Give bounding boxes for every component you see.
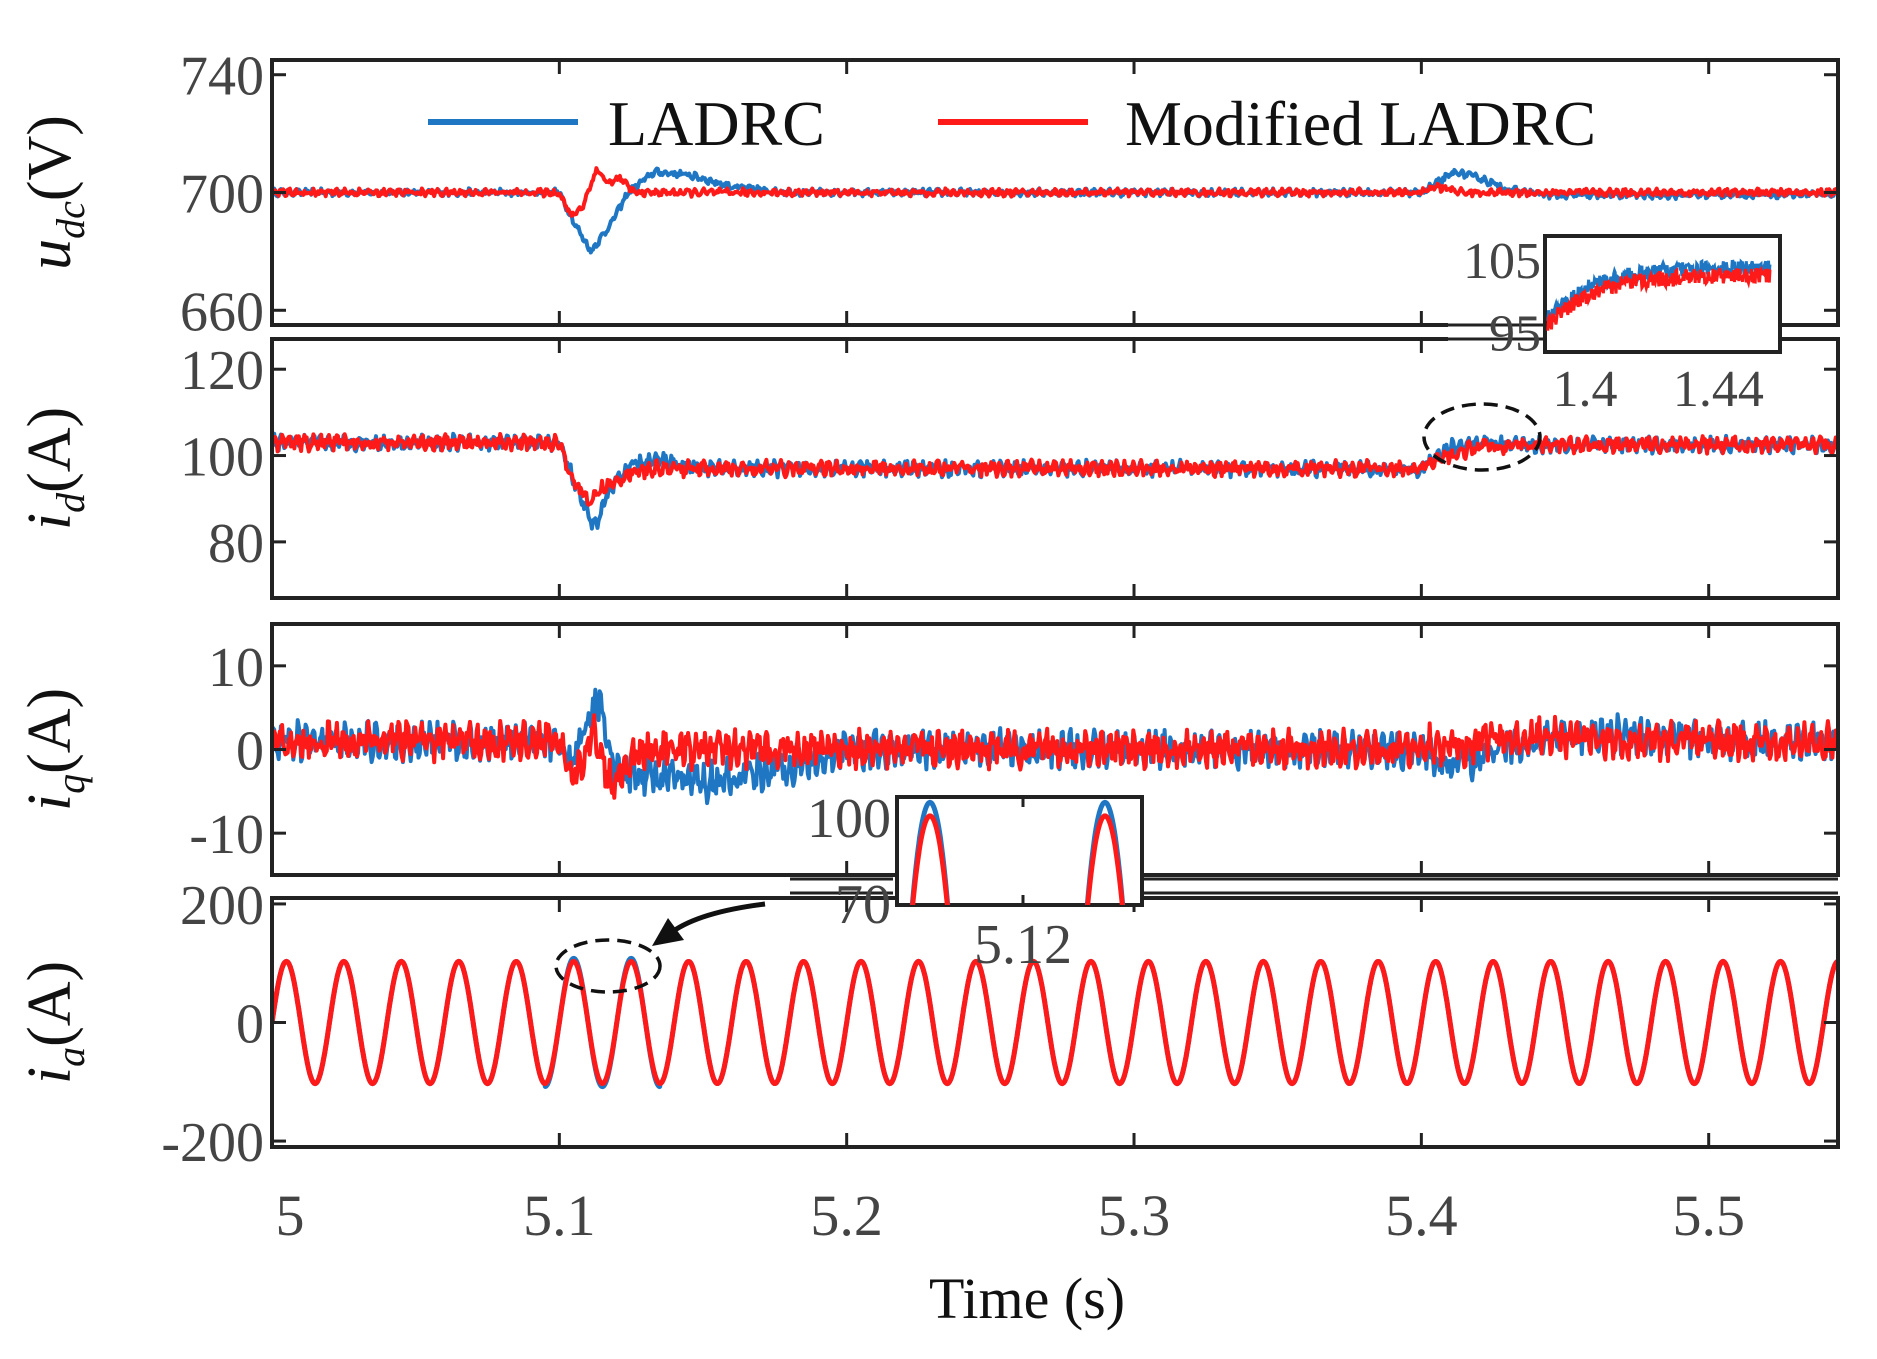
x-tick-label: 5.2 [810, 1183, 883, 1248]
axis-break-gap [1448, 323, 1545, 341]
y-axis-label-symbol: i [16, 513, 84, 530]
series-group-udc [272, 166, 1838, 255]
series-group-id [272, 431, 1838, 531]
x-axis-label: Time (s) [929, 1266, 1125, 1331]
y-axis-label-udc: udc(V) [16, 115, 93, 270]
legend-label-ladrc: LADRC [608, 88, 825, 159]
y-axis-label-symbol: u [16, 239, 84, 270]
x-tick-label: 5.4 [1385, 1183, 1458, 1248]
y-axis-label-unit: (V) [16, 115, 84, 201]
x-tick-label: 5 [276, 1183, 305, 1248]
zoom-highlight-ellipse-ia [554, 938, 662, 994]
inset-peak-modified-ladrc [1085, 813, 1125, 905]
series-line-udc-modified-ladrc [272, 166, 1838, 218]
y-tick-label-udc: 700 [180, 164, 264, 226]
y-tick-label-ia: -200 [161, 1112, 264, 1174]
inset-x-tick-label: 1.4 [1553, 361, 1618, 418]
y-axis-label-id: id(A) [16, 407, 93, 530]
y-axis-label-subscript: d [48, 492, 93, 513]
inset-y-tick-label: 95 [1489, 305, 1541, 362]
y-tick-label-udc: 740 [180, 46, 264, 108]
zoom-arrow-shaft [670, 901, 766, 935]
inset-x-tick-label: 5.12 [974, 914, 1072, 976]
y-axis-label-unit: (A) [16, 688, 84, 774]
panels: 740700660udc(V)12010080id(A)100-10iq(A)2… [16, 46, 1840, 1248]
y-tick-label-iq: -10 [189, 804, 264, 866]
axis-break-gap [790, 877, 893, 895]
insets: 105 951.4 1.44 100 70 5.12 [554, 233, 1838, 994]
y-tick-label-ia: 200 [180, 875, 264, 937]
y-tick-label-id: 80 [208, 513, 264, 575]
axis-labels: Time (s) [929, 1266, 1125, 1331]
series-group-iq [272, 687, 1838, 806]
y-tick-label-iq: 0 [236, 721, 264, 783]
y-axis-label-iq: iq(A) [16, 688, 93, 811]
x-tick-label: 5.1 [523, 1183, 596, 1248]
series-line-ia-modified-ladrc [272, 958, 1838, 1087]
x-tick-label: 5.3 [1098, 1183, 1171, 1248]
panel-ia: 200 0 -200 ia(A) [16, 875, 1840, 1174]
y-tick-label-udc: 660 [180, 281, 264, 343]
series-group-ia [272, 955, 1838, 1090]
y-axis-label-symbol: i [16, 794, 84, 811]
y-tick-label-ia: 0 [236, 994, 264, 1056]
zoom-highlight-ellipse-id [1422, 402, 1542, 472]
x-tick-label: 5.5 [1672, 1183, 1745, 1248]
axes-frame-id [270, 337, 1840, 600]
inset-series-line-modified-ladrc [1546, 265, 1772, 331]
y-axis-label-unit: (A) [16, 407, 84, 493]
y-axis-label-subscript: a [48, 1047, 93, 1067]
legend-label-modified-ladrc: Modified LADRC [1125, 88, 1596, 159]
series-line-iq-modified-ladrc [272, 713, 1838, 800]
series-line-id-modified-ladrc [272, 432, 1838, 507]
y-axis-label-symbol: i [16, 1067, 84, 1084]
legend: LADRC Modified LADRC [428, 88, 1596, 159]
y-tick-label-id: 120 [180, 340, 264, 402]
inset-y-tick-label: 70 [835, 874, 891, 936]
y-axis-label-ia: ia(A) [16, 961, 93, 1084]
inset-x-tick-label: 1.44 [1673, 361, 1764, 418]
y-axis-label-subscript: dc [48, 201, 93, 239]
y-axis-label-subscript: q [48, 774, 93, 794]
inset-series-id [1546, 258, 1772, 331]
inset-y-tick-label: 105 [1463, 233, 1541, 290]
axis-break-gap [1143, 877, 1838, 895]
panel-udc: 740 700 660 udc(V) [16, 46, 1840, 343]
y-tick-label-iq: 10 [208, 637, 264, 699]
y-axis-label-unit: (A) [16, 961, 84, 1047]
y-tick-label-id: 100 [180, 427, 264, 489]
inset-y-tick-label: 100 [807, 788, 891, 850]
inset-peak-modified-ladrc [910, 813, 950, 905]
panel-id: 120 100 80 id(A) [16, 337, 1840, 600]
zoom-arrow-head [652, 918, 684, 946]
inset-series-ia [909, 799, 1126, 905]
